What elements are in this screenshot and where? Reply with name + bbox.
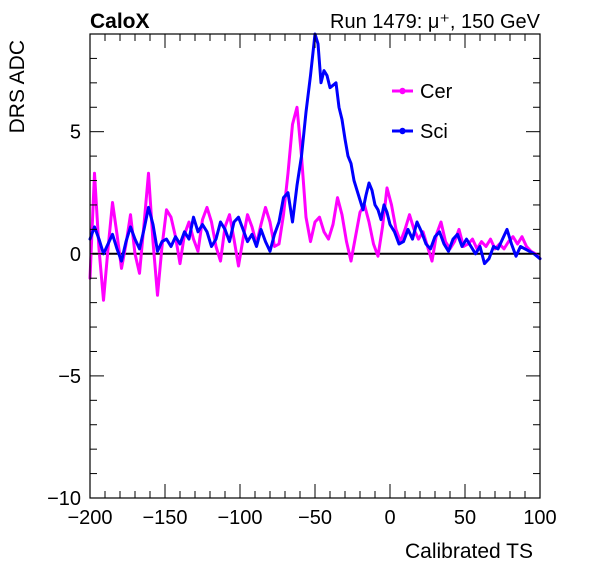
axes-layer: −200 −150 −100 −50 0 50 100−10−505 — [47, 33, 557, 529]
series-line-sci — [88, 32, 542, 266]
series-line-cer — [88, 105, 542, 302]
y-tick-label: 5 — [70, 122, 81, 144]
legend: Cer Sci — [392, 81, 453, 143]
run-info-label: Run 1479: μ⁺, 150 GeV — [330, 11, 541, 33]
experiment-label: CaloX — [90, 10, 150, 33]
plot-background — [90, 34, 540, 498]
legend-label-cer: Cer — [420, 81, 453, 103]
y-axis-title: DRS ADC — [6, 40, 29, 133]
x-tick-label: −200 — [67, 507, 112, 529]
y-tick-label: 0 — [70, 244, 81, 266]
x-tick-label: 100 — [523, 507, 556, 529]
plot-area — [90, 34, 540, 498]
x-tick-label: −50 — [298, 507, 332, 529]
legend-marker-cer — [399, 87, 406, 95]
x-tick-label: −100 — [217, 507, 262, 529]
x-tick-label: 0 — [384, 507, 395, 529]
x-tick-label: 50 — [454, 507, 476, 529]
series-layer — [88, 32, 542, 302]
legend-marker-sci — [399, 127, 406, 135]
x-axis-title: Calibrated TS — [405, 540, 533, 563]
legend-label-sci: Sci — [420, 121, 448, 143]
y-tick-label: −5 — [58, 366, 81, 388]
y-tick-label: −10 — [47, 488, 81, 510]
x-tick-label: −150 — [142, 507, 187, 529]
